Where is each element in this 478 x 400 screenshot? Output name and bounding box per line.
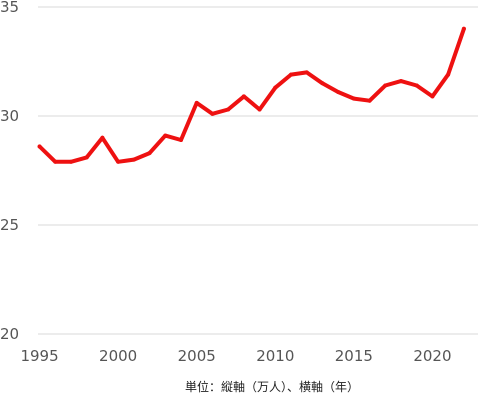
data-point	[210, 111, 215, 116]
y-tick-label: 35	[0, 0, 19, 16]
data-point	[399, 79, 403, 84]
data-point	[367, 98, 372, 103]
data-point	[241, 94, 246, 99]
y-tick-label: 20	[0, 325, 19, 343]
data-point	[37, 144, 42, 149]
x-tick-label: 2000	[99, 347, 137, 365]
data-point	[461, 26, 466, 31]
data-point	[257, 107, 262, 112]
x-tick-label: 2005	[178, 347, 216, 365]
x-tick-label: 1995	[20, 347, 58, 365]
data-point	[53, 159, 58, 164]
data-point	[430, 94, 435, 99]
data-point	[336, 90, 341, 95]
data-point	[131, 157, 136, 162]
data-point	[194, 100, 199, 105]
data-point	[163, 133, 168, 138]
data-point	[116, 159, 121, 164]
data-point	[383, 83, 388, 88]
series-line	[37, 26, 466, 164]
x-axis-ticks: 1995 2000 2005 2010 2015 2020	[20, 347, 451, 365]
data-point	[100, 135, 105, 140]
x-tick-label: 2015	[335, 347, 373, 365]
y-tick-label: 30	[0, 107, 19, 125]
data-point	[69, 159, 73, 164]
series-layer	[37, 26, 466, 164]
x-tick-label: 2020	[413, 347, 451, 365]
x-tick-label: 2010	[256, 347, 294, 365]
data-point	[84, 155, 89, 160]
y-axis-ticks: 20 25 30 35	[0, 0, 19, 343]
data-point	[289, 72, 293, 77]
data-point	[147, 151, 152, 156]
data-point	[414, 83, 419, 88]
data-point	[179, 137, 183, 142]
data-point	[273, 85, 278, 90]
gridlines	[38, 6, 478, 335]
data-point	[304, 70, 309, 75]
y-tick-label: 25	[0, 216, 19, 234]
data-point	[226, 107, 231, 112]
data-point	[446, 72, 451, 77]
unit-note: 単位：縦軸（万人）、横軸（年）	[185, 379, 359, 394]
data-point	[320, 81, 325, 86]
data-point	[351, 96, 356, 101]
